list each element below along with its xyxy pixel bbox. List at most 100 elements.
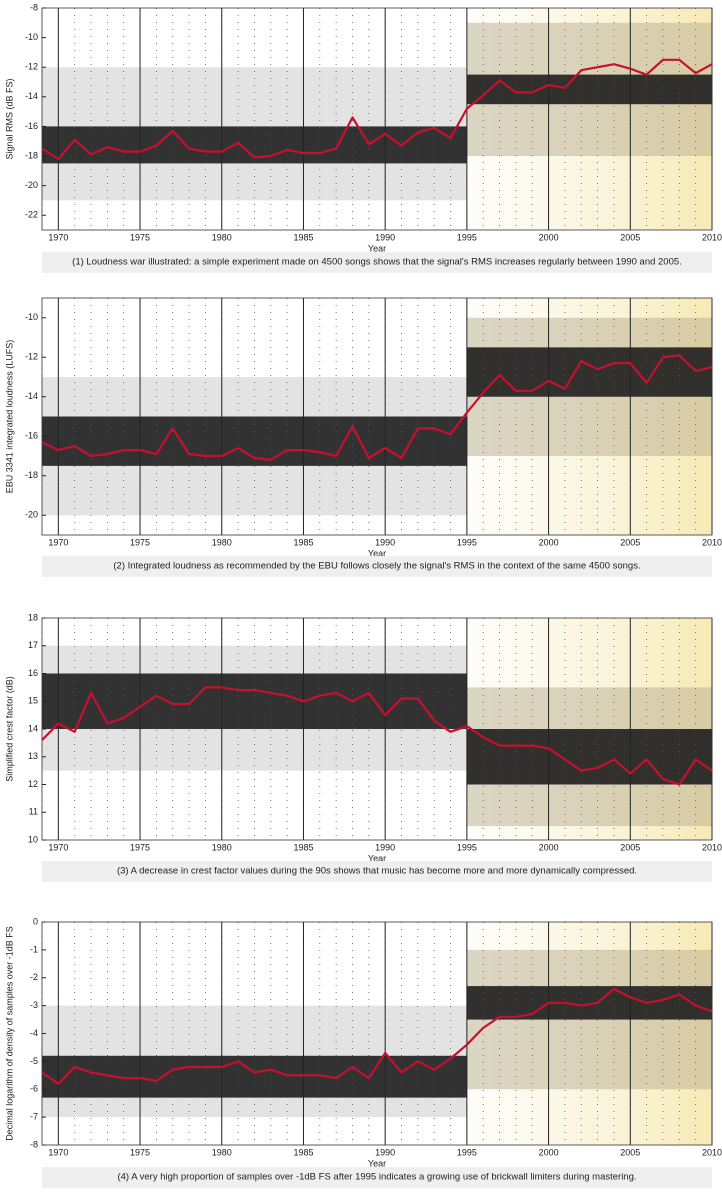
y-tick-label: -10 <box>25 312 38 322</box>
y-tick-label: -6 <box>30 1084 38 1094</box>
x-tick-label: 1975 <box>130 842 150 852</box>
chart: 1970 1975 1980 1985 1990 1995 2000 2005 2010 10 11… <box>4 612 722 882</box>
mean-line <box>41 987 713 1085</box>
plot-frame <box>41 921 713 1146</box>
x-tick-label: 2010 <box>702 842 722 852</box>
chart: 1970 1975 1980 1985 1990 1995 2000 2005 2010 0 -1 -… <box>4 916 722 1188</box>
x-tick-label: 2000 <box>539 537 559 547</box>
y-tick-label: -8 <box>30 2 38 12</box>
x-tick-label: 1985 <box>293 232 313 242</box>
x-axis-label: Year <box>368 853 386 863</box>
x-tick-label: 2010 <box>702 1147 722 1157</box>
y-tick-label: -14 <box>25 91 38 101</box>
x-tick-label: 2000 <box>539 232 559 242</box>
density-band <box>466 986 712 1020</box>
x-axis-label: Year <box>368 243 386 253</box>
y-tick-label: 18 <box>28 612 38 622</box>
x-tick-label: 2005 <box>620 232 640 242</box>
y-tick-label: -16 <box>25 121 38 131</box>
y-tick-label: 11 <box>29 807 38 817</box>
x-tick-label: 1975 <box>130 1147 150 1157</box>
y-tick-label: 14 <box>28 723 38 733</box>
caption-box <box>42 1167 712 1188</box>
x-tick-label: 1985 <box>293 842 313 852</box>
x-tick-label: 1970 <box>48 842 68 852</box>
mean-line <box>41 58 713 161</box>
y-tick-label: -3 <box>30 1000 38 1010</box>
x-tick-label: 1975 <box>130 232 150 242</box>
density-band <box>42 673 467 729</box>
y-tick-label: -7 <box>30 1112 38 1122</box>
y-tick-label: -12 <box>25 62 38 72</box>
y-tick-label: -20 <box>25 510 38 520</box>
caption: (2) Integrated loudness as recommended b… <box>113 561 640 572</box>
density-band <box>466 74 712 105</box>
x-tick-label: 2010 <box>702 537 722 547</box>
plot-frame <box>41 7 713 231</box>
y-tick-label: -18 <box>25 150 38 160</box>
y-tick-label: -20 <box>25 180 38 190</box>
y-tick-label: -18 <box>25 470 38 480</box>
x-tick-label: 1995 <box>457 537 477 547</box>
x-tick-label: 1970 <box>48 232 68 242</box>
x-tick-label: 1990 <box>375 842 395 852</box>
x-axis-label: Year <box>368 1158 386 1168</box>
x-tick-label: 1980 <box>212 1147 232 1157</box>
x-tick-label: 1995 <box>457 842 477 852</box>
chart: 1970 1975 1980 1985 1990 1995 2000 2005 2010 -8 -1… <box>4 2 722 273</box>
y-tick-label: -14 <box>25 391 38 401</box>
x-tick-label: 1995 <box>457 1147 477 1157</box>
x-tick-label: 2005 <box>620 842 640 852</box>
y-axis-label: Signal RMS (dB FS) <box>4 78 14 159</box>
density-band <box>466 729 712 785</box>
x-tick-label: 1980 <box>212 842 232 852</box>
x-tick-label: 2010 <box>702 232 722 242</box>
y-tick-label: 17 <box>28 640 38 650</box>
y-tick-label: -16 <box>25 431 38 441</box>
x-tick-label: 1980 <box>212 232 232 242</box>
plot-frame <box>41 297 713 536</box>
caption-box <box>42 861 712 882</box>
chart: 1970 1975 1980 1985 1990 1995 2000 2005 2010 -10 -… <box>4 297 722 577</box>
x-tick-label: 2005 <box>620 537 640 547</box>
y-tick-label: -10 <box>25 32 38 42</box>
x-tick-label: 1990 <box>375 232 395 242</box>
x-tick-label: 2005 <box>620 1147 640 1157</box>
x-tick-label: 1970 <box>48 1147 68 1157</box>
x-tick-label: 1990 <box>375 1147 395 1157</box>
y-tick-label: 13 <box>28 751 38 761</box>
y-tick-label: 12 <box>28 779 38 789</box>
x-axis-label: Year <box>368 548 386 558</box>
x-tick-label: 1985 <box>293 537 313 547</box>
y-tick-label: -8 <box>30 1139 38 1149</box>
y-tick-label: 16 <box>28 668 38 678</box>
caption: (4) A very high proportion of samples ov… <box>117 1172 636 1183</box>
x-tick-label: 1995 <box>457 232 477 242</box>
plot-frame <box>41 617 713 841</box>
y-tick-label: 10 <box>28 834 38 844</box>
mean-line <box>41 686 713 786</box>
caption-box <box>42 252 712 273</box>
x-tick-label: 1980 <box>212 537 232 547</box>
y-tick-label: -12 <box>25 352 38 362</box>
y-axis-label: Decimal logarithm of density of samples … <box>4 926 14 1141</box>
y-axis-label: Simplified crest factor (dB) <box>4 676 14 782</box>
x-tick-label: 1990 <box>375 537 395 547</box>
caption: (3) A decrease in crest factor values du… <box>117 866 637 877</box>
caption-box <box>42 556 712 577</box>
y-tick-label: -4 <box>30 1028 38 1038</box>
y-tick-label: -1 <box>30 944 38 954</box>
y-tick-label: 0 <box>33 916 38 926</box>
y-tick-label: -5 <box>30 1056 38 1066</box>
x-tick-label: 1970 <box>48 537 68 547</box>
caption: (1) Loudness war illustrated: a simple e… <box>72 257 682 268</box>
x-tick-label: 2000 <box>539 842 559 852</box>
x-tick-label: 2000 <box>539 1147 559 1157</box>
y-tick-label: -2 <box>30 972 38 982</box>
x-tick-label: 1975 <box>130 537 150 547</box>
y-axis-label: EBU 3341 integrated loudness (LUFS) <box>4 340 14 494</box>
y-tick-label: -22 <box>25 210 38 220</box>
mean-line <box>41 354 713 461</box>
